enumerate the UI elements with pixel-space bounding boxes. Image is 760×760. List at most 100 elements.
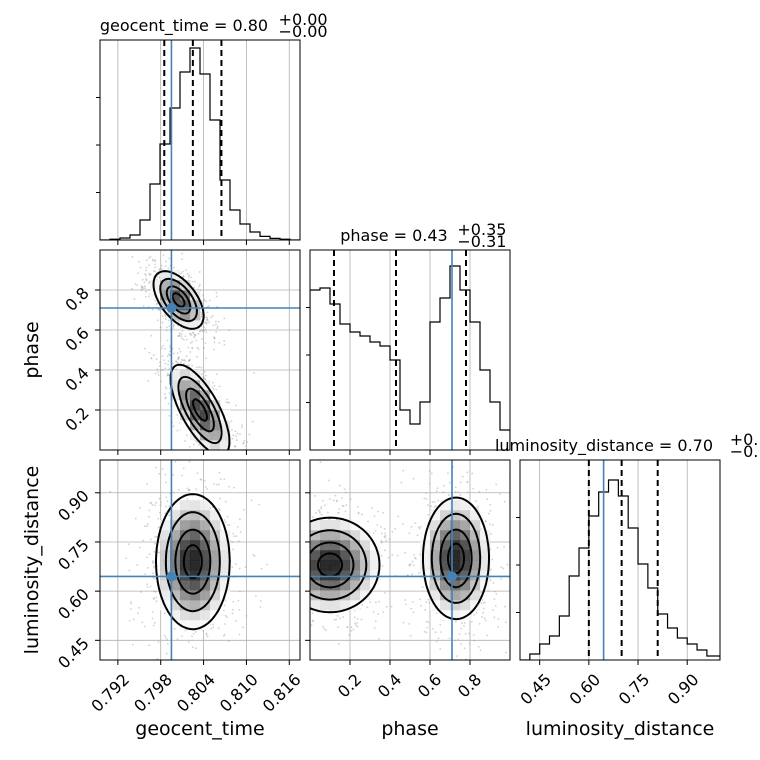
sample-point	[223, 633, 226, 636]
sample-point	[414, 556, 416, 559]
sample-point	[402, 469, 405, 472]
sample-point	[182, 467, 185, 470]
sample-point	[463, 647, 466, 650]
sample-point	[169, 492, 171, 495]
sample-point	[304, 527, 306, 529]
density-cell	[440, 530, 451, 541]
sample-point	[515, 568, 517, 570]
density-cell	[180, 370, 191, 381]
sample-point	[203, 347, 205, 349]
sample-point	[234, 430, 237, 433]
sample-point	[435, 640, 438, 643]
sample-point	[201, 330, 204, 333]
density-cell	[220, 540, 231, 551]
sample-point	[163, 634, 166, 637]
sample-point	[203, 298, 205, 301]
density-cell	[440, 500, 451, 511]
sample-point	[152, 259, 155, 262]
sample-point	[504, 621, 507, 624]
sample-point	[143, 285, 146, 288]
sample-point	[180, 635, 183, 637]
sample-point	[302, 534, 304, 536]
density-cell	[420, 560, 431, 571]
sample-point	[454, 620, 457, 623]
sample-point	[477, 508, 479, 511]
sample-point	[487, 512, 490, 515]
sample-point	[427, 513, 430, 516]
sample-point	[244, 566, 247, 569]
sample-point	[489, 503, 492, 506]
sample-point	[239, 433, 241, 436]
sample-point	[208, 697, 210, 699]
sample-point	[142, 539, 145, 542]
sample-point	[306, 616, 308, 618]
sample-point	[502, 567, 505, 570]
sample-point	[338, 484, 341, 487]
sample-point	[172, 352, 175, 355]
density-cell	[330, 580, 341, 591]
sample-point	[193, 286, 195, 289]
sample-point	[228, 485, 230, 488]
sample-point	[303, 508, 305, 510]
sample-point	[239, 531, 242, 533]
density-cell	[450, 550, 461, 561]
sample-point	[237, 599, 240, 602]
sample-point	[394, 528, 397, 530]
density-cell	[480, 570, 491, 581]
sample-point	[379, 526, 382, 528]
sample-point	[236, 432, 239, 435]
sample-point	[493, 598, 496, 601]
sample-point	[153, 354, 155, 357]
sample-point	[439, 631, 442, 633]
density-cell	[370, 560, 381, 571]
sample-point	[350, 629, 353, 632]
sample-point	[318, 510, 321, 513]
sample-point	[437, 499, 440, 502]
sample-point	[167, 360, 170, 363]
sample-point	[426, 626, 429, 629]
density-cell	[190, 570, 201, 581]
histogram-phase	[310, 265, 510, 450]
sample-point	[160, 501, 162, 504]
sample-point	[321, 499, 324, 502]
sample-point	[138, 546, 141, 549]
sample-point	[246, 441, 248, 444]
sample-point	[188, 489, 190, 491]
sample-point	[302, 520, 304, 522]
density-cell	[190, 610, 201, 621]
sample-point	[234, 445, 237, 448]
sample-point	[154, 536, 156, 538]
sample-point	[435, 612, 438, 614]
density-cell	[180, 320, 191, 331]
sample-point	[218, 456, 220, 458]
sample-point	[307, 626, 309, 628]
sample-point	[235, 435, 237, 437]
density-cell	[320, 560, 331, 571]
density-cell	[200, 510, 211, 521]
sample-point	[194, 280, 196, 283]
density-cell	[470, 550, 481, 561]
sample-point	[129, 601, 132, 603]
sample-point	[155, 358, 158, 360]
sample-point	[187, 276, 190, 278]
density-cell	[170, 590, 181, 601]
sample-point	[408, 532, 411, 535]
contour-geocent_time-vs-phase-1	[159, 277, 223, 445]
sample-point	[138, 260, 141, 263]
sample-point	[300, 529, 302, 531]
sample-point	[224, 623, 226, 625]
sample-point	[223, 339, 226, 342]
density-cell	[200, 410, 211, 421]
density-cell	[440, 600, 451, 611]
sample-point	[202, 458, 204, 460]
sample-point	[373, 627, 376, 629]
sample-point	[357, 512, 360, 515]
density-cell	[360, 570, 371, 581]
sample-point	[131, 287, 134, 290]
density-cell	[190, 500, 201, 511]
sample-point	[198, 285, 200, 288]
sample-point	[220, 456, 222, 458]
sample-point	[205, 357, 207, 360]
sample-point	[195, 339, 198, 342]
